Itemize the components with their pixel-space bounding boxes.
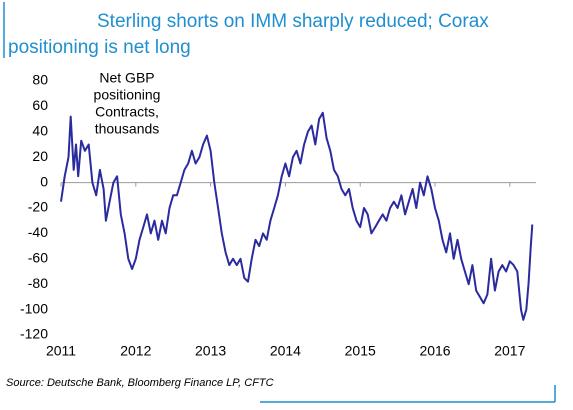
annotation: Net GBP [99,70,154,86]
y-tick-label: 20 [32,148,48,164]
y-tick-label: 0 [40,173,48,189]
x-tick-label: 2013 [195,343,226,359]
chart-title: positioning is net long [8,37,191,58]
chart-title: Sterling shorts on IMM sharply reduced; … [97,11,489,32]
annotation: thousands [95,121,160,137]
y-tick-label: -40 [28,224,48,240]
x-tick-label: 2016 [419,343,450,359]
y-tick-label: 60 [32,97,48,113]
annotation: Contracts, [95,104,159,120]
source: Source: Deutsche Bank, Bloomberg Finance… [6,377,274,389]
x-tick-label: 2015 [345,343,376,359]
x-tick-label: 2011 [46,343,76,359]
x-tick-label: 2017 [494,343,525,359]
y-tick-label: 80 [32,72,48,88]
y-tick-label: -60 [28,250,48,266]
y-tick-label: -120 [20,326,48,342]
y-tick-label: -80 [28,275,48,291]
annotation: positioning [94,87,161,103]
x-tick-label: 2012 [120,343,151,359]
y-tick-label: 40 [32,123,48,139]
y-tick-label: -20 [28,199,48,215]
y-tick-label: -100 [20,300,48,316]
data-line [60,111,534,321]
x-tick-label: 2014 [270,343,301,359]
